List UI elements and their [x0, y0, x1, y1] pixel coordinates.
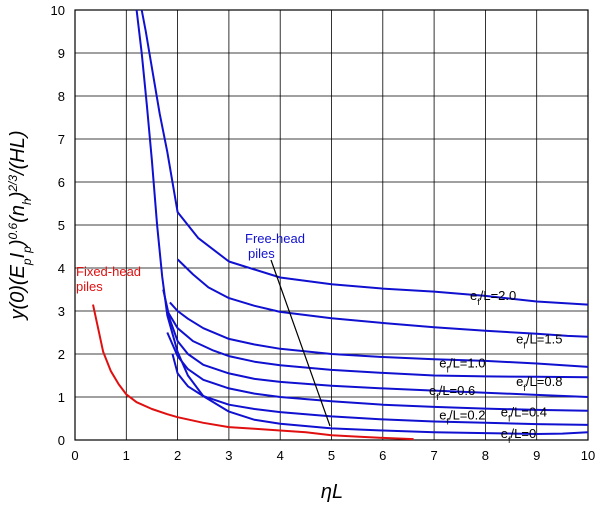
x-tick-label-3: 3 — [225, 448, 232, 463]
x-tick-label-6: 6 — [379, 448, 386, 463]
y-tick-label-8: 8 — [58, 89, 65, 104]
x-tick-label-4: 4 — [277, 448, 284, 463]
curve-label-1-5: ef/L=1.5 — [516, 332, 562, 351]
x-tick-label-0: 0 — [71, 448, 78, 463]
series-line-free-head-1-5 — [176, 258, 589, 338]
curve-label-1-0: ef/L=1.0 — [439, 355, 485, 374]
fixed-head-annotation-line1: Fixed-head — [76, 264, 141, 279]
tick-labels: 0 1 2 3 4 5 6 7 8 9 10 0 1 2 3 4 5 6 7 8 9 10 — [51, 3, 596, 463]
plot-frame — [74, 9, 589, 441]
grid — [74, 9, 589, 441]
x-tick-label-10: 10 — [581, 448, 595, 463]
y-tick-label-7: 7 — [58, 132, 65, 147]
curve-label-0-8: ef/L=0.8 — [516, 374, 562, 393]
y-tick-label-2: 2 — [58, 347, 65, 362]
y-tick-label-0: 0 — [58, 433, 65, 448]
series-line-free-head-0 — [135, 9, 589, 435]
series-group — [92, 9, 589, 441]
x-tick-label-2: 2 — [174, 448, 181, 463]
y-tick-label-1: 1 — [58, 390, 65, 405]
series-line-fixed-head — [92, 304, 414, 441]
x-tick-label-7: 7 — [430, 448, 437, 463]
fixed-head-annotation-line2: piles — [76, 279, 103, 294]
series-line-free-head-2-0 — [140, 9, 589, 306]
x-axis-title: ηL — [321, 481, 343, 503]
series-line-free-head-0-6 — [162, 289, 589, 398]
curve-labels: ef/L=2.0 ef/L=1.5 ef/L=1.0 ef/L=0.8 ef/L=0.6… — [429, 288, 562, 445]
y-tick-label-10: 10 — [51, 3, 65, 18]
free-head-annotation-line1: Free-head — [245, 231, 305, 246]
series-line-free-head-1-0 — [169, 301, 589, 368]
free-head-pointer-line — [270, 259, 331, 427]
curve-label-0: ef/L=0 — [501, 426, 536, 445]
curve-label-0-2: ef/L=0.2 — [439, 407, 485, 426]
curve-label-0-4: ef/L=0.4 — [501, 404, 547, 423]
curve-label-2-0: ef/L=2.0 — [470, 288, 516, 307]
x-tick-label-5: 5 — [328, 448, 335, 463]
series-line-free-head-0-4 — [166, 332, 589, 412]
series-line-free-head-0-8 — [166, 310, 589, 379]
y-tick-label-4: 4 — [58, 261, 65, 276]
y-tick-label-5: 5 — [58, 218, 65, 233]
free-head-annotation-line2: piles — [248, 246, 275, 261]
x-tick-label-1: 1 — [123, 448, 130, 463]
y-tick-label-3: 3 — [58, 304, 65, 319]
curve-label-0-6: ef/L=0.6 — [429, 383, 475, 402]
x-tick-label-8: 8 — [482, 448, 489, 463]
series-line-free-head-0-2 — [171, 353, 589, 426]
y-tick-label-6: 6 — [58, 175, 65, 190]
y-tick-label-9: 9 — [58, 46, 65, 61]
x-tick-label-9: 9 — [533, 448, 540, 463]
